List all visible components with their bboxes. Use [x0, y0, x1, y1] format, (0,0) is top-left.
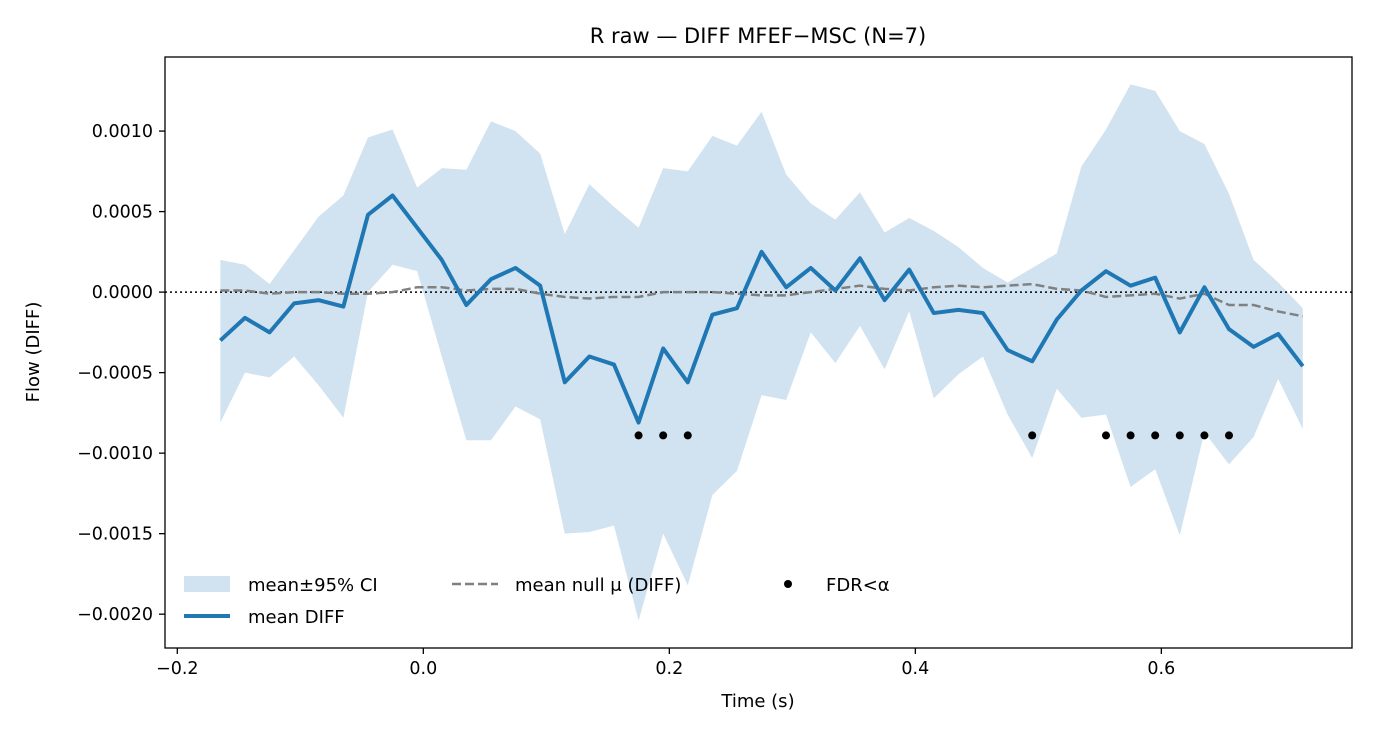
mean-series-layer: [218, 193, 1305, 425]
significance-marker: [659, 431, 668, 440]
significance-marker: [1224, 431, 1233, 440]
significance-marker: [1126, 431, 1135, 440]
legend-swatch-significance: [784, 580, 792, 588]
chart-title: R raw — DIFF MFEF−MSC (N=7): [590, 24, 926, 48]
legend: mean±95% CI mean DIFF mean null μ (DIFF)…: [184, 575, 890, 628]
significance-layer: [634, 431, 1233, 440]
significance-marker: [1200, 431, 1209, 440]
significance-marker: [1101, 431, 1110, 440]
significance-marker: [683, 431, 692, 440]
y-tick-label: −0.0015: [77, 525, 153, 545]
legend-label-mean: mean DIFF: [248, 607, 345, 628]
x-axis-label: Time (s): [720, 691, 794, 712]
y-axis-label: Flow (DIFF): [23, 302, 44, 403]
y-tick-label: 0.0010: [92, 122, 153, 142]
x-tick-label: 0.4: [901, 659, 929, 679]
ci-band-layer: [220, 84, 1303, 621]
legend-swatch-ci: [184, 576, 230, 592]
plot-frame: [164, 56, 1353, 649]
y-tick-label: −0.0010: [77, 444, 153, 464]
y-tick-label: −0.0005: [77, 364, 153, 384]
series-line-mean-diff: [218, 193, 1305, 425]
significance-marker: [1151, 431, 1160, 440]
y-tick-label: 0.0005: [92, 203, 153, 223]
x-tick-label: 0.6: [1147, 659, 1175, 679]
y-axis-ticks: 0.0010 0.0005 0.0000 −0.0005 −0.0010 −0.0015 −…: [77, 122, 165, 625]
legend-label-ci: mean±95% CI: [248, 575, 378, 596]
x-tick-label: 0.0: [409, 659, 437, 679]
significance-marker: [1028, 431, 1037, 440]
x-tick-label: 0.2: [655, 659, 683, 679]
x-axis-ticks: −0.2 0.0 0.2 0.4 0.6: [156, 648, 1175, 679]
y-tick-label: −0.0020: [77, 605, 153, 625]
significance-marker: [634, 431, 643, 440]
x-tick-label: −0.2: [156, 659, 199, 679]
ci-band: [220, 84, 1303, 621]
legend-label-significance: FDR<α: [826, 575, 890, 596]
significance-marker: [1175, 431, 1184, 440]
legend-label-null: mean null μ (DIFF): [515, 575, 681, 596]
y-tick-label: 0.0000: [92, 283, 153, 303]
